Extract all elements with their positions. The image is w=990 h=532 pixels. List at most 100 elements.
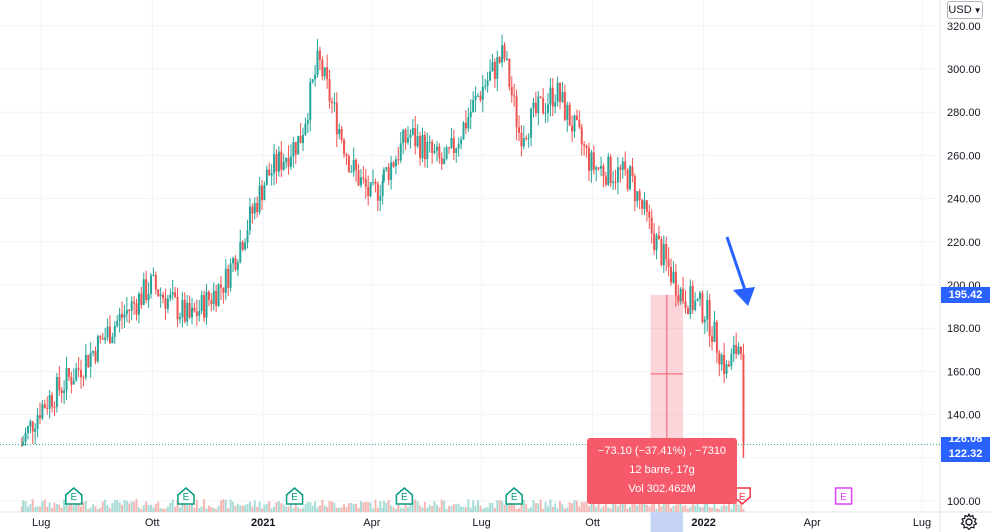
candle-body (130, 301, 133, 311)
candle-body (530, 108, 533, 138)
volume-bar (544, 502, 547, 512)
earnings-marker[interactable]: E (65, 487, 83, 505)
candle-body (258, 185, 261, 213)
candle-body (730, 354, 733, 367)
candle-body (527, 137, 530, 139)
candle-body (460, 139, 463, 145)
candle-body (314, 74, 317, 80)
candle-body (546, 104, 549, 113)
volume-bar (248, 501, 251, 512)
volume-bar (539, 499, 542, 512)
candle-body (448, 147, 451, 149)
candle-body (287, 158, 290, 167)
candle-body (727, 364, 730, 367)
volume-bar (280, 503, 283, 512)
candle-body (713, 321, 716, 342)
volume-bar (689, 506, 692, 512)
volume-bar (133, 501, 136, 512)
volume-bar (111, 502, 114, 512)
candle-body (251, 206, 254, 214)
earnings-marker[interactable]: E (505, 487, 523, 505)
volume-bar (258, 501, 261, 512)
volume-bar (273, 506, 276, 512)
candle-body (426, 142, 429, 160)
volume-bar (24, 501, 27, 512)
volume-bar (520, 502, 523, 512)
candle-body (561, 92, 564, 102)
x-tick-label: Lug (472, 517, 490, 529)
volume-bar (345, 507, 348, 512)
volume-bar (672, 505, 675, 512)
candle-body (657, 235, 660, 240)
volume-bar (399, 507, 402, 512)
volume-bar (186, 505, 189, 512)
candle-body (539, 96, 542, 98)
volume-bar (522, 499, 525, 512)
candle-body (406, 138, 409, 143)
volume-bar (294, 500, 297, 512)
gear-icon[interactable] (959, 512, 979, 532)
volume-bar (614, 501, 617, 512)
volume-bar (162, 508, 165, 512)
volume-bar (277, 501, 280, 512)
volume-bar (530, 506, 533, 512)
candle-body (679, 288, 682, 302)
candle-body (178, 317, 181, 320)
candle-body (416, 136, 419, 147)
candle-body (592, 152, 595, 170)
candle-body (609, 156, 612, 184)
measure-change: −73.10 (−37.41%) , −7310 (597, 445, 727, 457)
candle-body (142, 279, 145, 305)
candle-body (390, 162, 393, 180)
candle-body (104, 337, 107, 340)
volume-bar (583, 502, 586, 512)
volume-bar (650, 499, 653, 512)
earnings-marker[interactable]: E (177, 487, 195, 505)
candle-body (159, 294, 162, 297)
volume-bar (268, 501, 271, 512)
earnings-marker[interactable]: E (834, 487, 853, 505)
volume-bar (551, 506, 554, 512)
volume-bar (236, 503, 239, 512)
volume-bar (94, 506, 97, 512)
candle-body (31, 421, 34, 432)
volume-bar (491, 502, 494, 512)
volume-bar (621, 503, 624, 512)
candle-body (87, 355, 90, 367)
volume-bar (563, 508, 566, 512)
volume-bar (467, 499, 470, 512)
volume-bar (607, 507, 610, 512)
candle-body (137, 293, 140, 315)
volume-bar (176, 499, 179, 512)
candle-body (147, 293, 150, 301)
candle-body (20, 444, 23, 446)
candle-body (498, 57, 501, 63)
earnings-marker[interactable]: E (285, 487, 304, 505)
volume-bar (575, 500, 578, 512)
volume-bar (416, 501, 419, 512)
volume-bar (472, 500, 475, 512)
candle-body (419, 136, 422, 159)
x-tick-label: 2021 (251, 517, 275, 529)
volume-bar (737, 504, 740, 512)
candle-body (304, 123, 307, 135)
earnings-marker-shape (395, 487, 414, 505)
volume-bar (34, 507, 37, 512)
volume-bar (537, 503, 540, 512)
volume-bar (191, 503, 194, 512)
earnings-marker-shape (65, 487, 83, 505)
volume-bar (128, 503, 131, 512)
earnings-marker-label: E (291, 492, 298, 503)
earnings-marker[interactable]: E (395, 487, 414, 505)
currency-selector[interactable]: USD ▼ (947, 1, 983, 19)
candle-body (537, 96, 540, 114)
candle-body (476, 95, 479, 97)
candle-body (181, 299, 184, 318)
candle-body (53, 406, 56, 408)
candle-body (174, 292, 177, 297)
volume-bar (590, 501, 593, 512)
candle-body (486, 80, 489, 86)
volume-bar (435, 504, 438, 512)
volume-bar (142, 505, 145, 512)
